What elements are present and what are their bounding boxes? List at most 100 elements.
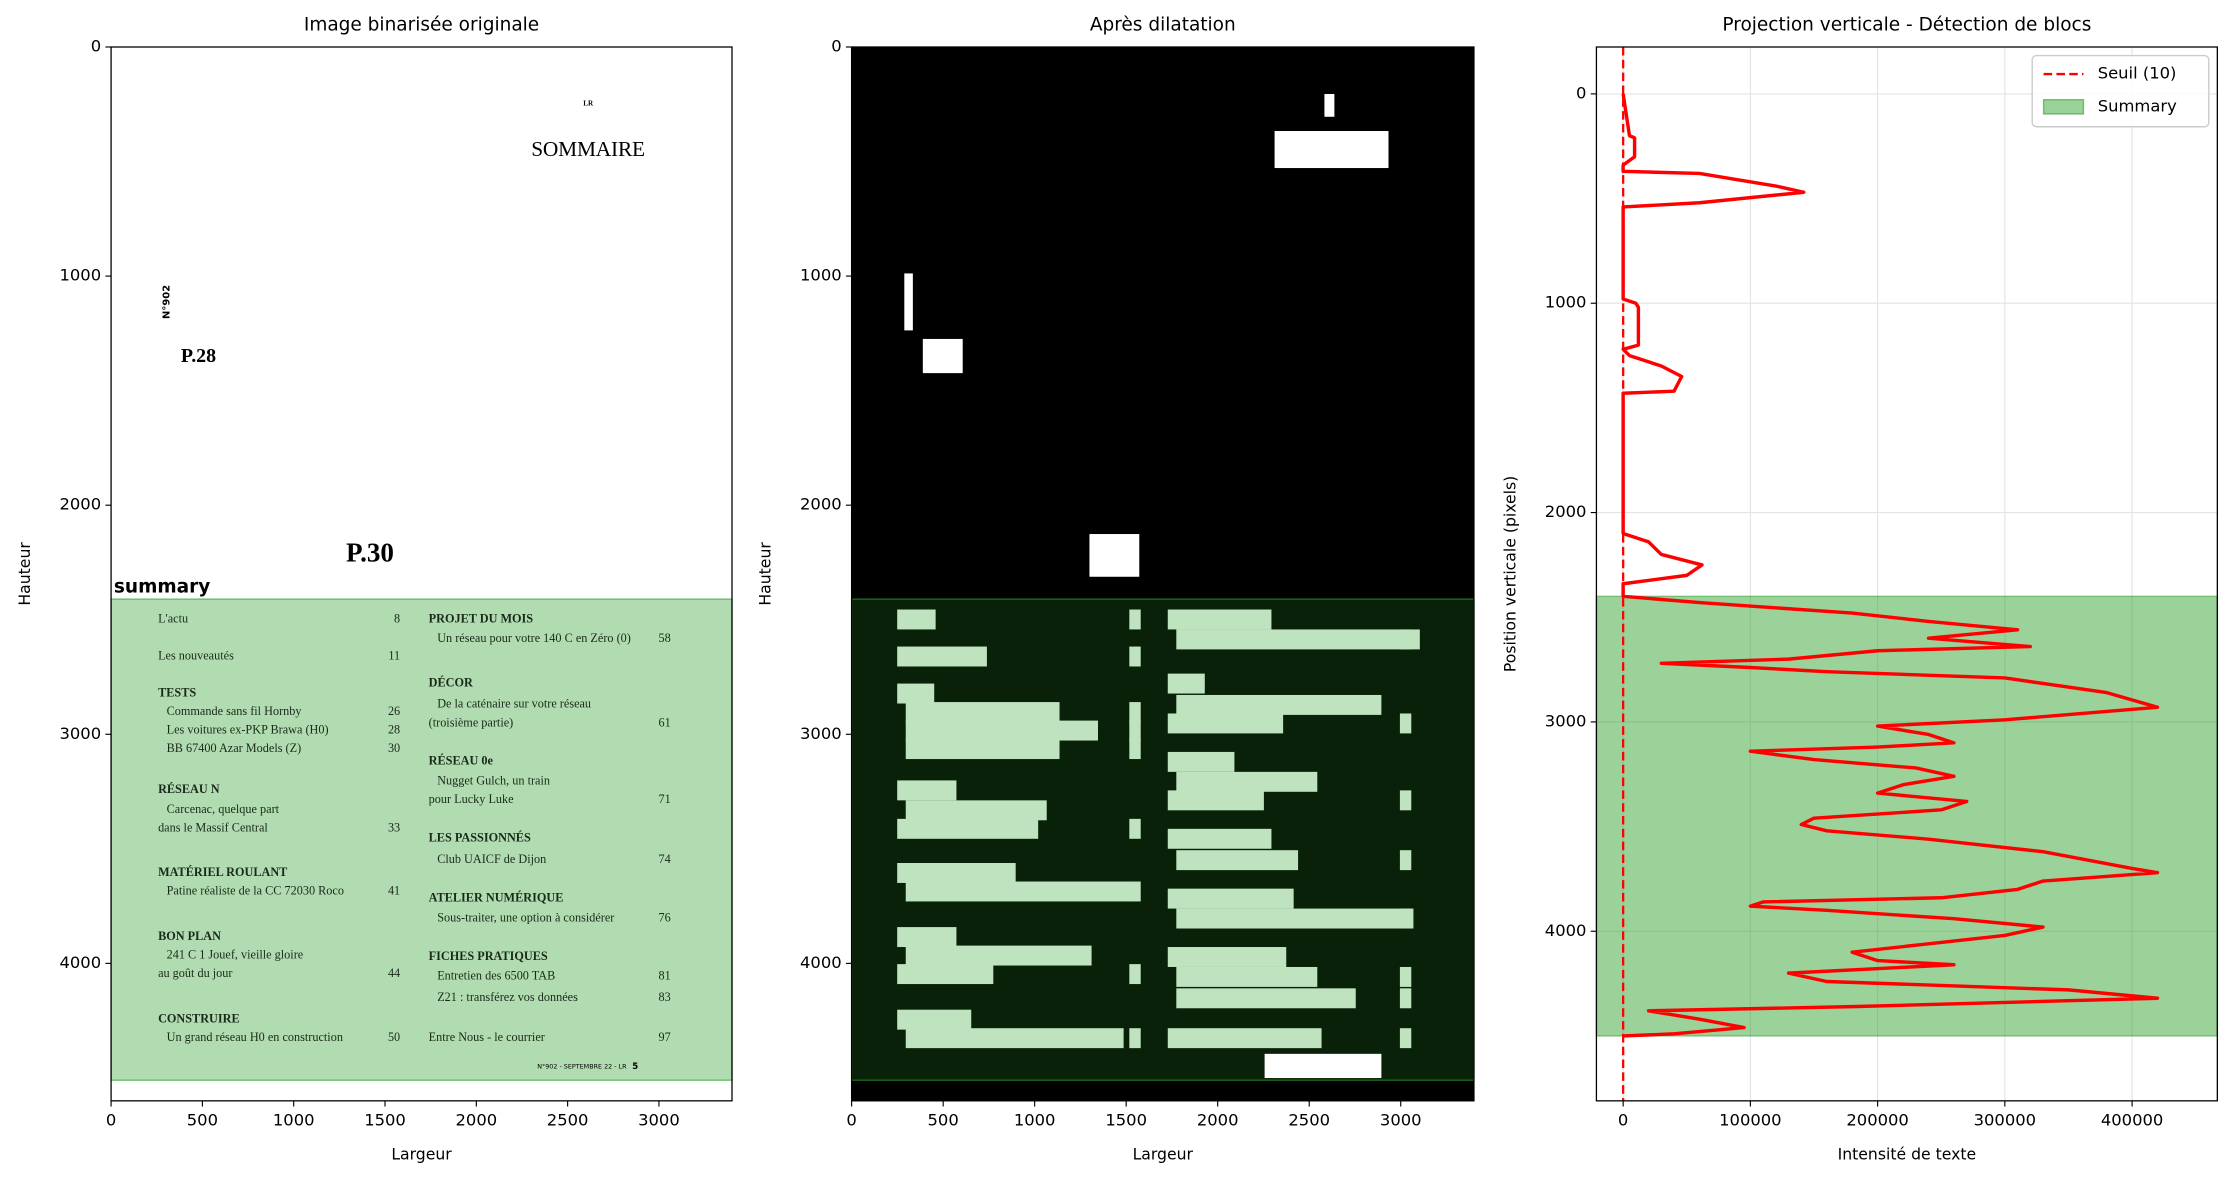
toc-entry: Les nouveautés bbox=[158, 648, 234, 662]
dilated-blob bbox=[1129, 1028, 1141, 1049]
summary-region bbox=[110, 598, 733, 1081]
dilated-blob bbox=[1176, 694, 1382, 715]
y-tick-label: 4000 bbox=[1545, 921, 1587, 940]
toc-entry: Patine réaliste de la CC 72030 Roco bbox=[167, 883, 344, 897]
toc-entry: LES PASSIONNÉS bbox=[429, 831, 531, 845]
toc-entry: PROJET DU MOIS bbox=[429, 611, 534, 625]
x-tick-label: 2000 bbox=[456, 1110, 498, 1129]
toc-page: 50 bbox=[388, 1030, 400, 1044]
legend-swatch bbox=[2042, 98, 2085, 115]
dilated-blob bbox=[897, 818, 1039, 839]
toc-entry: ATELIER NUMÉRIQUE bbox=[429, 890, 564, 904]
page-text: P.30 bbox=[346, 538, 394, 568]
dilated-blob bbox=[1399, 629, 1412, 650]
dilated-blob bbox=[1176, 988, 1356, 1009]
page-text: P.28 bbox=[181, 345, 216, 367]
toc-entry: au goût du jour bbox=[158, 966, 232, 980]
x-tick-label: 100000 bbox=[1719, 1110, 1781, 1129]
toc-page: 28 bbox=[388, 722, 400, 736]
page-footer: N°902 - SEPTEMBRE 22 - LR bbox=[537, 1063, 627, 1071]
dilated-blob bbox=[1399, 988, 1412, 1009]
toc-page: 71 bbox=[659, 792, 671, 806]
toc-entry: FICHES PRATIQUES bbox=[429, 949, 548, 963]
x-tick-label: 300000 bbox=[1974, 1110, 2036, 1129]
y-tick-label: 4000 bbox=[800, 953, 842, 972]
dilated-blob bbox=[1176, 850, 1299, 871]
dilated-blob bbox=[1399, 850, 1412, 871]
y-tick-label: 0 bbox=[1576, 83, 1586, 102]
dilated-blob bbox=[1129, 702, 1141, 723]
y-tick-label: 1000 bbox=[800, 266, 842, 285]
toc-entry: Club UAICF de Dijon bbox=[437, 852, 546, 866]
dilated-blob bbox=[1167, 609, 1272, 630]
toc-page: 8 bbox=[394, 611, 400, 625]
y-axis-label: Position verticale (pixels) bbox=[1500, 476, 1519, 672]
toc-page: 76 bbox=[659, 910, 671, 924]
toc-entry: pour Lucky Luke bbox=[429, 792, 514, 806]
y-tick-label: 1000 bbox=[1545, 293, 1587, 312]
dilated-blob bbox=[1399, 908, 1412, 929]
dilated-blob bbox=[1167, 1028, 1322, 1049]
y-tick-label: 3000 bbox=[800, 724, 842, 743]
dilated-blob bbox=[904, 273, 913, 331]
dilated-blob bbox=[1089, 534, 1140, 577]
chart-title: Après dilatation bbox=[1090, 15, 1236, 36]
dilated-blob bbox=[905, 720, 1098, 741]
y-tick-label: 2000 bbox=[800, 495, 842, 514]
toc-entry: 241 C 1 Jouef, vieille gloire bbox=[167, 947, 304, 961]
toc-entry: DÉCOR bbox=[429, 675, 473, 689]
y-tick-label: 1000 bbox=[59, 266, 101, 285]
toc-entry: CONSTRUIRE bbox=[158, 1011, 240, 1025]
axes-frame bbox=[1595, 46, 2218, 1102]
x-tick-label: 1500 bbox=[364, 1110, 406, 1129]
x-tick-label: 0 bbox=[1618, 1110, 1628, 1129]
dilated-blob bbox=[897, 1009, 972, 1030]
dilated-blob bbox=[1167, 888, 1294, 909]
dilated-blob bbox=[1129, 881, 1141, 902]
region-label: summary bbox=[854, 577, 950, 598]
dilated-blob bbox=[1264, 1053, 1382, 1079]
dilated-blob bbox=[1167, 713, 1284, 734]
dilated-blob bbox=[1167, 751, 1235, 772]
toc-page: 61 bbox=[659, 715, 671, 729]
dilated-blob bbox=[1129, 818, 1141, 839]
x-tick-label: 500 bbox=[187, 1110, 218, 1129]
dilated-blob bbox=[1399, 790, 1412, 811]
dilated-blob bbox=[1167, 673, 1205, 694]
toc-entry: BB 67400 Azar Models (Z) bbox=[167, 741, 302, 755]
toc-entry: L'actu bbox=[158, 611, 188, 625]
region-label: summary bbox=[114, 577, 210, 598]
toc-entry: BON PLAN bbox=[158, 929, 221, 943]
dilated-blob bbox=[1324, 93, 1335, 117]
toc-entry: Sous-traiter, une option à considérer bbox=[437, 910, 614, 924]
toc-entry: (troisième partie) bbox=[429, 715, 514, 729]
toc-entry: Z21 : transférez vos données bbox=[437, 990, 578, 1004]
x-tick-label: 2000 bbox=[1197, 1110, 1239, 1129]
legend-label: Seuil (10) bbox=[2098, 64, 2177, 83]
toc-entry: De la caténaire sur votre réseau bbox=[437, 697, 591, 711]
toc-entry: RÉSEAU N bbox=[158, 782, 220, 796]
toc-entry: dans le Massif Central bbox=[158, 821, 268, 835]
x-tick-label: 2500 bbox=[547, 1110, 589, 1129]
dilated-blob bbox=[1167, 790, 1264, 811]
y-tick-label: 3000 bbox=[59, 724, 101, 743]
dilated-blob bbox=[897, 646, 987, 667]
y-tick-label: 0 bbox=[831, 36, 841, 55]
toc-entry: Un grand réseau H0 en construction bbox=[167, 1030, 343, 1044]
y-tick-label: 2000 bbox=[59, 495, 101, 514]
dilated-blob bbox=[1399, 713, 1412, 734]
page-footer: 5 bbox=[632, 1062, 638, 1072]
toc-entry: TESTS bbox=[158, 685, 196, 699]
toc-entry: Les voitures ex-PKP Brawa (H0) bbox=[167, 722, 329, 736]
profile-line bbox=[1621, 93, 2160, 1038]
chart-title: Projection verticale - Détection de bloc… bbox=[1722, 15, 2091, 36]
dilated-blob bbox=[1274, 131, 1389, 169]
toc-page: 26 bbox=[388, 704, 400, 718]
toc-page: 83 bbox=[659, 990, 671, 1004]
dilated-blob bbox=[1176, 966, 1318, 987]
dilated-blob bbox=[905, 1028, 1124, 1049]
image-background bbox=[111, 46, 732, 1101]
axes-frame bbox=[850, 46, 1475, 1102]
dilated-blob bbox=[897, 683, 935, 704]
